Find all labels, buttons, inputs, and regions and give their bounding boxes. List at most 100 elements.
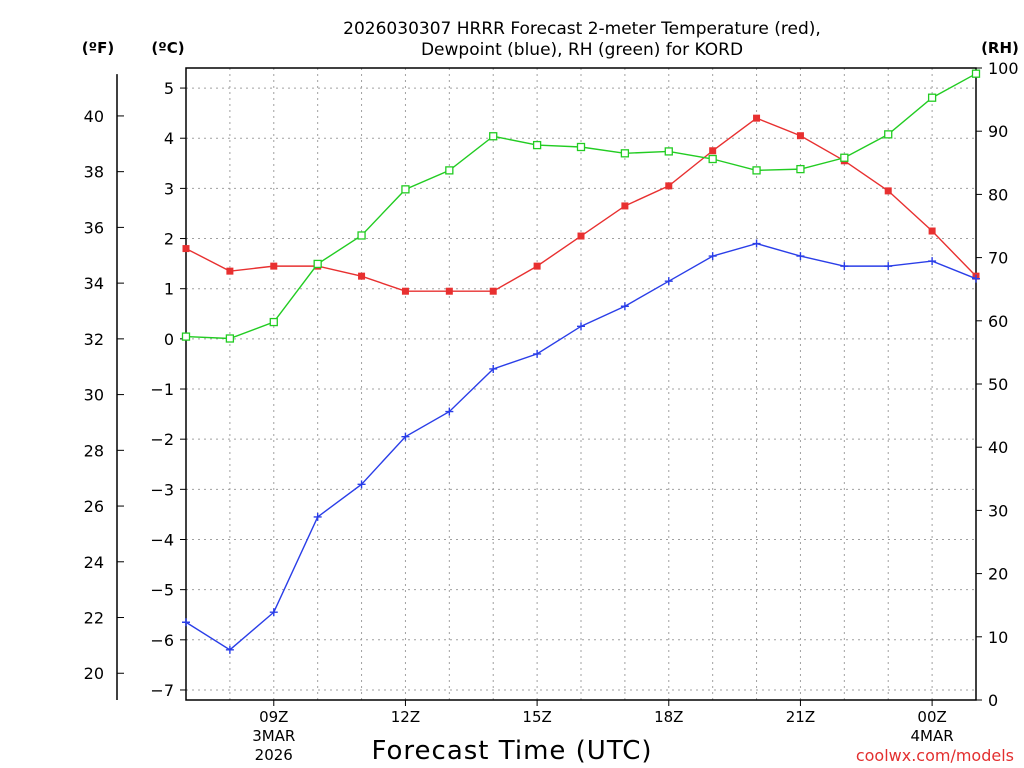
x-tick-label: 4MAR: [911, 727, 954, 745]
dewpoint-point: [313, 512, 322, 521]
fahrenheit-tick-label: 30: [84, 386, 104, 405]
celsius-tick-label: −1: [150, 380, 174, 399]
2-meter-temperature-point: [226, 267, 234, 275]
2-meter-temperature-point: [533, 262, 541, 270]
rh-tick-label: 0: [988, 691, 998, 710]
dewpoint-point: [620, 302, 629, 311]
2-meter-temperature-point: [665, 182, 673, 190]
celsius-tick-label: −5: [150, 581, 174, 600]
dewpoint-point: [182, 618, 190, 627]
2-meter-temperature-point: [621, 202, 629, 210]
rh-tick-label: 10: [988, 628, 1008, 647]
celsius-tick-label: 0: [164, 330, 174, 349]
2-meter-temperature-point: [577, 232, 585, 240]
fahrenheit-tick-label: 20: [84, 664, 104, 683]
rh-point: [620, 149, 630, 158]
2-meter-temperature-point: [358, 272, 366, 280]
celsius-tick-label: 2: [164, 230, 174, 249]
rh-point: [708, 154, 717, 164]
plot-frame: [185, 67, 977, 701]
x-tick-label: 09Z: [259, 708, 288, 726]
axis-ticks: −7−6−5−4−3−2−101234520222426283032343638…: [84, 59, 1019, 764]
dewpoint-point: [664, 277, 673, 286]
celsius-tick-label: 1: [164, 280, 174, 299]
rh-point: [840, 153, 849, 162]
rh-point: [752, 166, 761, 175]
rh-point: [927, 93, 937, 102]
rh-point: [576, 142, 586, 152]
celsius-tick-label: 5: [164, 79, 174, 98]
2-meter-temperature-point: [182, 245, 190, 253]
celsius-tick-label: −7: [150, 681, 174, 700]
2-meter-temperature-point: [884, 187, 892, 195]
2-meter-temperature-point: [796, 132, 804, 140]
x-tick-label: 15Z: [522, 708, 551, 726]
2-meter-temperature-point: [709, 147, 717, 155]
fahrenheit-tick-label: 32: [84, 330, 104, 349]
rh-tick-label: 30: [988, 501, 1008, 520]
dewpoint-point: [269, 608, 278, 617]
fahrenheit-tick-label: 24: [84, 553, 104, 572]
dewpoint-point: [533, 349, 542, 358]
dewpoint-point: [840, 262, 849, 271]
rh-tick-label: 50: [988, 375, 1008, 394]
dewpoint-point: [225, 645, 234, 654]
dewpoint-point: [401, 432, 410, 441]
dewpoint-point: [928, 257, 937, 266]
chart-title-line-1: 2026030307 HRRR Forecast 2-meter Tempera…: [343, 19, 821, 39]
dewpoint-point: [357, 480, 366, 489]
fahrenheit-tick-label: 26: [84, 497, 104, 516]
rh-point: [269, 317, 278, 327]
fahrenheit-tick-label: 36: [84, 218, 104, 237]
rh-tick-label: 80: [988, 185, 1008, 204]
celsius-tick-label: −2: [150, 430, 174, 449]
dewpoint-point: [752, 239, 761, 248]
x-tick-label: 12Z: [391, 708, 420, 726]
data-series: [181, 69, 981, 654]
x-tick-label: 18Z: [654, 708, 683, 726]
x-tick-label: 21Z: [786, 708, 815, 726]
rh-unit-label: (RH): [981, 39, 1019, 57]
rh-point: [796, 164, 805, 174]
dewpoint-point: [708, 252, 717, 261]
rh-point: [181, 332, 191, 341]
fahrenheit-tick-label: 28: [84, 441, 104, 460]
celsius-tick-label: −6: [150, 631, 174, 650]
rh-point: [401, 185, 410, 194]
2-meter-temperature-point: [445, 287, 453, 295]
rh-point: [445, 166, 454, 175]
fahrenheit-tick-label: 22: [84, 609, 104, 628]
2-meter-temperature-point: [489, 287, 497, 295]
rh-tick-label: 20: [988, 565, 1008, 584]
x-tick-label: 00Z: [917, 708, 946, 726]
rh-point: [357, 231, 366, 240]
rh-tick-label: 60: [988, 312, 1008, 331]
celsius-tick-label: 4: [164, 129, 174, 148]
celsius-tick-label: −4: [150, 530, 174, 549]
2-meter-temperature-point: [401, 287, 409, 295]
rh-point: [489, 132, 498, 141]
x-axis-label: Forecast Time (UTC): [371, 736, 652, 766]
x-tick-label: 2026: [255, 746, 293, 764]
rh-point: [313, 259, 322, 269]
grid-lines: [186, 68, 976, 700]
dewpoint-point: [972, 274, 980, 283]
rh-tick-label: 40: [988, 438, 1008, 457]
dewpoint-point: [796, 252, 805, 261]
celsius-unit-label: (ºC): [151, 39, 184, 57]
dewpoint-point: [489, 364, 498, 373]
2-meter-temperature-point: [928, 227, 936, 235]
fahrenheit-unit-label: (ºF): [82, 39, 114, 57]
credit-link[interactable]: coolwx.com/models: [856, 746, 1014, 765]
rh-point: [532, 140, 542, 150]
fahrenheit-tick-label: 40: [84, 107, 104, 126]
fahrenheit-tick-label: 34: [84, 274, 104, 293]
rh-point: [884, 130, 893, 139]
rh-point: [971, 69, 981, 78]
celsius-tick-label: −3: [150, 480, 174, 499]
fahrenheit-tick-label: 38: [84, 163, 104, 182]
2-meter-temperature-point: [753, 114, 761, 122]
dewpoint-point: [445, 407, 454, 416]
rh-tick-label: 70: [988, 249, 1008, 268]
